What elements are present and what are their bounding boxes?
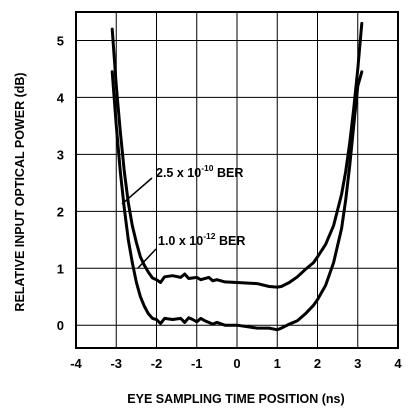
x-axis-title: EYE SAMPLING TIME POSITION (ns)	[127, 392, 344, 406]
x-tick-label: 2	[314, 356, 321, 371]
annotation-label: 2.5 x 10-10 BER	[156, 163, 243, 180]
annotation-exponent: -10	[201, 163, 214, 173]
y-tick-labels: 0 1 2 3 4 5	[57, 33, 65, 333]
y-tick-label: 1	[57, 261, 64, 276]
plot-frame	[75, 11, 399, 349]
x-tick-label: 4	[394, 356, 402, 371]
annotation-mantissa: 2.5 x 10	[156, 166, 201, 180]
annotation-leader-line	[137, 248, 157, 269]
annotation-label: 1.0 x 10-12 BER	[158, 231, 245, 248]
x-tick-label: -1	[191, 356, 203, 371]
x-tick-label: -4	[70, 356, 82, 371]
x-tick-label: 0	[233, 356, 240, 371]
y-tick-label: 3	[57, 147, 64, 162]
series-line-2	[110, 70, 364, 332]
y-axis-title: RELATIVE INPUT OPTICAL POWER (dB)	[13, 72, 27, 311]
x-tick-label: 3	[354, 356, 361, 371]
annotation-suffix: BER	[213, 166, 243, 180]
y-tick-label: 4	[57, 90, 65, 105]
y-tick-label: 2	[57, 204, 64, 219]
x-tick-labels: -4 -3 -2 -1 0 1 2 3 4	[70, 356, 402, 371]
x-tick-label: 1	[274, 356, 281, 371]
series-lines	[110, 21, 364, 332]
annotation-exponent: -12	[203, 231, 216, 241]
annotation-leader-line	[121, 177, 153, 205]
annotation-mantissa: 1.0 x 10	[158, 234, 203, 248]
x-tick-label: -2	[151, 356, 163, 371]
x-tick-label: -3	[110, 356, 122, 371]
y-tick-label: 5	[57, 33, 64, 48]
series-line-1	[110, 21, 364, 289]
annotation-suffix: BER	[215, 234, 245, 248]
y-tick-label: 0	[57, 318, 64, 333]
